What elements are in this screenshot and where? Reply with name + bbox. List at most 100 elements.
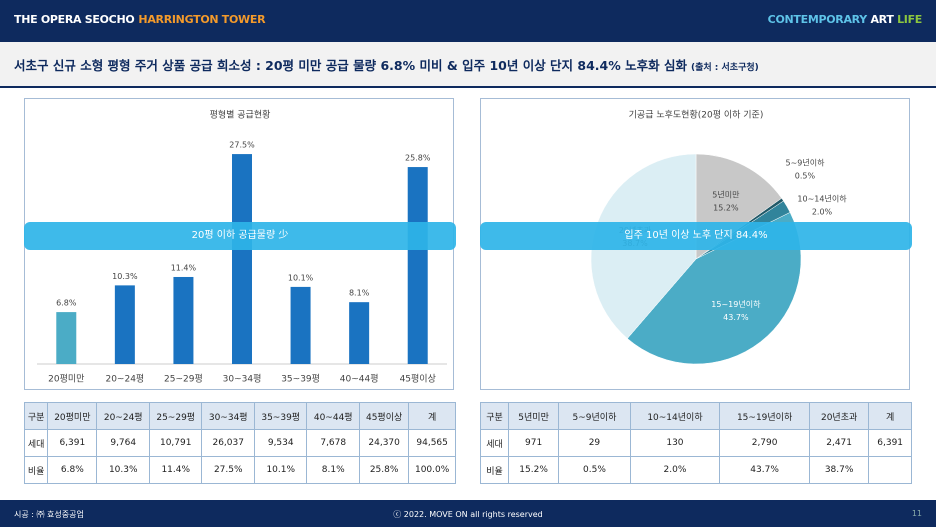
footer: 시공 : ㈜ 효성중공업 ⓒ 2022. MOVE ON all rights … — [0, 500, 936, 527]
cell — [868, 456, 912, 484]
data-label: 11.4% — [171, 263, 197, 272]
bar — [290, 286, 311, 364]
cell: 세대 — [23, 429, 49, 457]
tagline-word: ART — [870, 13, 894, 26]
header-cell: 25~29평 — [148, 402, 203, 430]
cell: 10,791 — [148, 429, 203, 457]
cell: 94,565 — [408, 429, 456, 457]
header-cell: 10~14년이하 — [629, 402, 721, 430]
data-label: 25.8% — [405, 154, 431, 163]
cell: 10.3% — [96, 456, 150, 484]
cell: 6,391 — [868, 429, 912, 457]
headline: 서초구 신규 소형 평형 주거 상품 공급 희소성 : 20평 미만 공급 물량… — [14, 55, 759, 74]
copyright: ⓒ 2022. MOVE ON all rights reserved — [393, 510, 543, 519]
top-bar: THE OPERA SEOCHO HARRINGTON TOWER CONTEMP… — [0, 0, 936, 42]
header-cell: 계 — [868, 402, 912, 430]
table-row: 비율 6.8% 10.3% 11.4% 27.5% 10.1% 8.1% 25.8% 100.0… — [23, 456, 456, 484]
header-cell: 구분 — [480, 402, 509, 430]
builder: 시공 : ㈜ 효성중공업 — [14, 510, 84, 519]
cell: 6.8% — [47, 456, 98, 484]
cell: 26,037 — [201, 429, 255, 457]
x-tick-label: 35~39평 — [281, 374, 320, 385]
header-cell: 5~9년이하 — [558, 402, 631, 430]
slice-label: 10~14년이하 — [797, 194, 847, 204]
cell: 29 — [558, 429, 631, 457]
cell: 25.8% — [358, 456, 410, 484]
header-cell: 20평미만 — [47, 402, 98, 430]
x-tick-label: 40~44평 — [340, 374, 379, 385]
tagline-word: CONTEMPORARY — [767, 13, 868, 26]
header-cell: 35~39평 — [253, 402, 308, 430]
data-label: 15.2% — [713, 204, 739, 213]
data-label: 10.1% — [288, 273, 314, 282]
table-row: 구분 20평미만 20~24평 25~29평 30~34평 35~39평 40~44평 45평… — [23, 402, 456, 430]
x-tick-label: 20평미만 — [48, 374, 84, 385]
bar — [407, 167, 428, 364]
x-tick-label: 20~24평 — [105, 374, 144, 385]
table: 구분 5년미만 5~9년이하 10~14년이하 15~19년이하 20년초과 계 세대 971 2… — [480, 402, 912, 484]
cell: 10.1% — [253, 456, 308, 484]
header-cell: 15~19년이하 — [719, 402, 810, 430]
banner: 입주 10년 이상 노후 단지 84.4% — [480, 222, 912, 250]
header-cell: 20년초과 — [808, 402, 870, 430]
cell: 비율 — [23, 456, 49, 484]
cell: 9,764 — [96, 429, 150, 457]
headline-source: (출처 : 서초구청) — [690, 63, 759, 73]
page-number: 11 — [911, 509, 922, 518]
cell: 비율 — [480, 456, 509, 484]
data-label: 2.0% — [812, 208, 833, 217]
headline-text: 서초구 신규 소형 평형 주거 상품 공급 희소성 : 20평 미만 공급 물량… — [14, 58, 687, 73]
bar — [173, 276, 194, 364]
cell: 24,370 — [358, 429, 410, 457]
cell: 130 — [629, 429, 721, 457]
brand: THE OPERA SEOCHO HARRINGTON TOWER — [14, 13, 266, 26]
data-label: 27.5% — [229, 141, 255, 150]
data-label: 10.3% — [112, 272, 138, 281]
data-label: 8.1% — [349, 289, 370, 298]
table: 구분 20평미만 20~24평 25~29평 30~34평 35~39평 40~44평 45평… — [23, 402, 456, 484]
brand-accent: HARRINGTON TOWER — [138, 13, 266, 26]
cell: 0.5% — [558, 456, 631, 484]
cell: 6,391 — [47, 429, 98, 457]
bar — [349, 302, 370, 364]
table-row: 구분 5년미만 5~9년이하 10~14년이하 15~19년이하 20년초과 계 — [480, 402, 912, 430]
cell: 7,678 — [306, 429, 360, 457]
tagline: CONTEMPORARY ART LIFE — [767, 13, 923, 26]
banner: 20평 이하 공급물량 少 — [24, 222, 456, 250]
bar — [56, 312, 77, 364]
cell: 27.5% — [201, 456, 255, 484]
header-cell: 구분 — [23, 402, 49, 430]
brand-name: THE OPERA SEOCHO — [14, 13, 135, 26]
table-row: 비율 15.2% 0.5% 2.0% 43.7% 38.7% — [480, 456, 912, 484]
tagline-word: LIFE — [897, 13, 922, 26]
header-cell: 40~44평 — [306, 402, 360, 430]
cell: 9,534 — [253, 429, 308, 457]
cell: 세대 — [480, 429, 509, 457]
cell: 2,790 — [719, 429, 810, 457]
table-row: 세대 6,391 9,764 10,791 26,037 9,534 7,678 24,370… — [23, 429, 456, 457]
header-cell: 계 — [408, 402, 456, 430]
header-cell: 30~34평 — [201, 402, 255, 430]
cell: 8.1% — [306, 456, 360, 484]
cell: 38.7% — [808, 456, 870, 484]
header-cell: 5년미만 — [507, 402, 560, 430]
cell: 2.0% — [629, 456, 721, 484]
bar — [114, 285, 135, 364]
cell: 971 — [507, 429, 560, 457]
cell: 11.4% — [148, 456, 203, 484]
headline-bar: 서초구 신규 소형 평형 주거 상품 공급 희소성 : 20평 미만 공급 물량… — [0, 42, 936, 88]
data-label: 43.7% — [723, 313, 749, 322]
cell: 2,471 — [808, 429, 870, 457]
header-cell: 45평이상 — [358, 402, 410, 430]
bar — [232, 154, 252, 364]
chart-title: 기공급 노후도현황(20평 이하 기준) — [629, 110, 764, 121]
x-tick-label: 45평이상 — [400, 374, 436, 385]
data-label: 0.5% — [795, 172, 816, 181]
cell: 15.2% — [507, 456, 560, 484]
x-tick-label: 25~29평 — [164, 374, 203, 385]
cell: 100.0% — [408, 456, 456, 484]
table-row: 세대 971 29 130 2,790 2,471 6,391 — [480, 429, 912, 457]
slice-label: 15~19년이하 — [711, 299, 761, 309]
slice-label: 5년미만 — [712, 190, 740, 200]
